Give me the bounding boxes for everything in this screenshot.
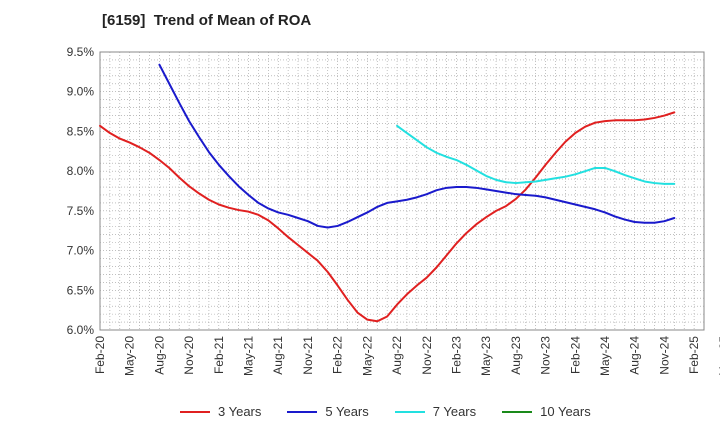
chart-title: [6159] Trend of Mean of ROA <box>102 12 312 29</box>
legend-item-3-years: 3 Years <box>180 404 261 419</box>
y-tick-label: 8.0% <box>67 164 95 178</box>
x-tick-label: Aug-21 <box>271 336 285 375</box>
x-tick-label: Nov-23 <box>539 336 553 375</box>
series-line-7-years <box>396 124 676 185</box>
x-tick-label: May-22 <box>360 336 374 376</box>
y-tick-label: 7.5% <box>67 204 95 218</box>
grid-lines <box>100 52 704 330</box>
x-tick-label: Aug-23 <box>509 336 523 375</box>
legend-label: 10 Years <box>540 404 591 419</box>
legend-swatch <box>287 410 318 413</box>
x-tick-label: Feb-24 <box>568 336 582 374</box>
y-tick-label: 6.5% <box>67 283 95 297</box>
y-tick-label: 8.5% <box>67 124 95 138</box>
x-tick-label: Nov-22 <box>420 336 434 375</box>
legend-swatch <box>394 410 425 413</box>
legend-label: 7 Years <box>432 404 477 419</box>
x-tick-label: Aug-22 <box>390 336 404 375</box>
plot-area <box>99 51 705 331</box>
x-tick-label: Nov-21 <box>301 336 315 375</box>
x-tick-label: May-21 <box>242 336 256 376</box>
x-tick-label: Nov-20 <box>182 336 196 375</box>
x-tick-label: Feb-21 <box>212 336 226 374</box>
y-tick-label: 7.0% <box>67 244 95 258</box>
y-tick-label: 9.5% <box>67 45 95 59</box>
legend-item-10-years: 10 Years <box>502 404 591 419</box>
legend-swatch <box>180 410 210 413</box>
x-tick-label: Feb-25 <box>687 336 701 374</box>
x-tick-label: May-24 <box>598 336 612 376</box>
legend-swatch <box>502 410 533 413</box>
legend-item-7-years: 7 Years <box>394 404 477 419</box>
x-axis: Feb-20 May-20 Aug-20 Nov-20 Feb-21 May-21 Aug-… <box>93 336 720 376</box>
x-tick-label: May-20 <box>123 336 137 376</box>
legend: 3 Years 5 Years 7 Years 10 Years <box>180 404 660 419</box>
y-axis: 6.0% 6.5% 7.0% 7.5% 8.0% 8.5% 9.0% 9.5% <box>67 45 95 337</box>
legend-label: 5 Years <box>325 404 369 419</box>
x-tick-label: Feb-20 <box>93 336 107 374</box>
x-tick-label: Nov-24 <box>657 336 671 375</box>
x-tick-label: Feb-22 <box>331 336 345 374</box>
legend-label: 3 Years <box>218 404 262 419</box>
x-tick-label: Aug-24 <box>628 336 642 375</box>
y-tick-label: 6.0% <box>67 323 95 337</box>
series-line-3-years <box>99 111 676 323</box>
x-tick-label: Aug-20 <box>152 336 166 375</box>
y-tick-label: 9.0% <box>67 85 95 99</box>
legend-item-5-years: 5 Years <box>287 404 369 419</box>
x-tick-label: May-25 <box>717 336 720 376</box>
series-lines <box>99 63 676 323</box>
x-tick-label: Feb-23 <box>449 336 463 374</box>
x-tick-label: May-23 <box>479 336 493 376</box>
series-line-5-years <box>158 63 676 229</box>
